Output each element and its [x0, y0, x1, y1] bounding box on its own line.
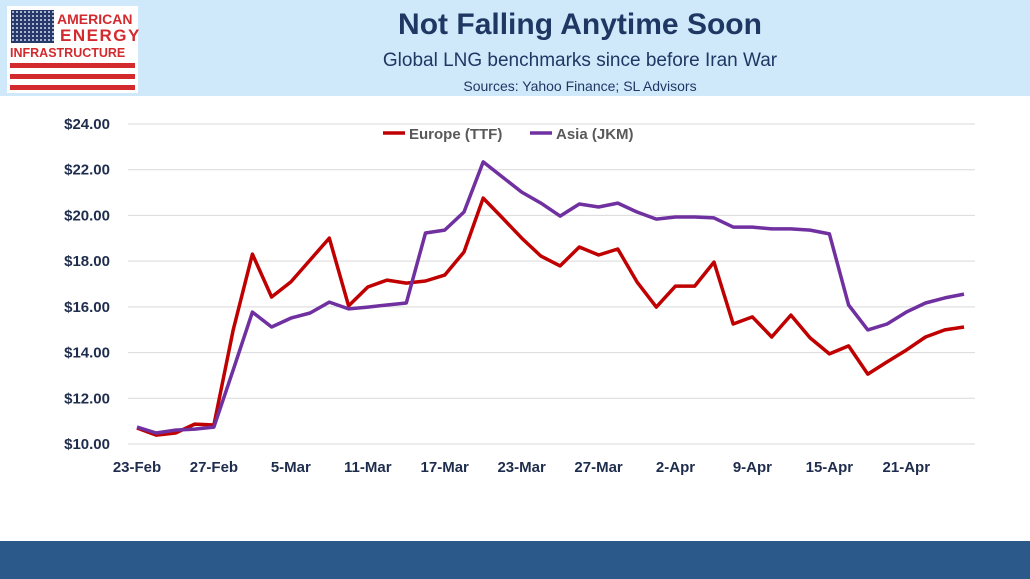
logo-text-line3: INFRASTRUCTURE [10, 46, 126, 60]
x-tick-label: 5-Mar [271, 459, 311, 476]
flag-stripe [10, 63, 135, 68]
flag-stripe [10, 85, 135, 90]
sources-note: Sources: Yahoo Finance; SL Advisors [463, 78, 697, 94]
x-tick-label: 27-Feb [190, 459, 238, 476]
page-title: Not Falling Anytime Soon [398, 8, 762, 41]
flag-stripe [10, 74, 135, 79]
logo-text-line1: AMERICAN [57, 11, 133, 27]
x-tick-label: 11-Mar [344, 459, 392, 476]
american-energy-infrastructure-logo: AMERICAN ENERGY INFRASTRUCTURE [7, 6, 141, 93]
y-tick-label: $18.00 [64, 253, 110, 270]
flag-stars-icon [11, 10, 54, 43]
legend-label-asia: Asia (JKM) [556, 126, 634, 143]
x-tick-label: 21-Apr [883, 459, 931, 476]
x-tick-label: 17-Mar [421, 459, 470, 476]
x-tick-label: 15-Apr [806, 459, 854, 476]
x-tick-label: 23-Mar [497, 459, 546, 476]
logo-text-line2: ENERGY [60, 26, 141, 45]
x-tick-label: 23-Feb [113, 459, 161, 476]
footer-band [0, 541, 1030, 579]
y-tick-label: $12.00 [64, 390, 110, 407]
line-chart: $10.00 $12.00 $14.00 $16.00 $18.00 $20.00 $22.… [64, 116, 975, 476]
y-tick-label: $24.00 [64, 116, 110, 133]
header-band: AMERICAN ENERGY INFRASTRUCTURE Not Falli… [0, 0, 1030, 96]
x-tick-label: 2-Apr [656, 459, 695, 476]
series-line-europe [136, 196, 965, 437]
page-subtitle: Global LNG benchmarks since before Iran … [382, 50, 778, 71]
y-tick-label: $20.00 [64, 207, 110, 224]
y-tick-label: $16.00 [64, 299, 110, 316]
series-line-asia [136, 160, 965, 435]
y-tick-label: $14.00 [64, 345, 110, 362]
x-tick-label: 9-Apr [733, 459, 772, 476]
y-tick-label: $22.00 [64, 162, 110, 179]
legend-label-europe: Europe (TTF) [409, 126, 502, 143]
y-tick-label: $10.00 [64, 436, 110, 453]
x-tick-label: 27-Mar [574, 459, 623, 476]
